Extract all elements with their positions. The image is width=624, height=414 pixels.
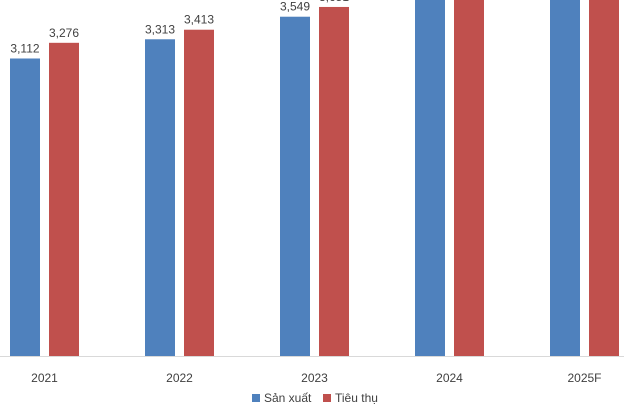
bar-san-xuat-2025F	[550, 0, 580, 357]
legend-swatch-san-xuat	[252, 394, 260, 402]
legend-swatch-tieu-thu	[323, 394, 331, 402]
data-label-tieu-thu-2022: 3,413	[184, 13, 214, 27]
legend-label-san-xuat: Sản xuất	[264, 391, 312, 405]
bar-tieu-thu-2023	[319, 6, 349, 357]
x-tick-label-2024: 2024	[436, 371, 463, 385]
bar-tieu-thu-2025F	[589, 0, 619, 356]
x-tick-label-2025F: 2025F	[567, 371, 601, 385]
x-tick-label-2023: 2023	[301, 371, 328, 385]
data-label-san-xuat-2023: 3,549	[280, 0, 310, 14]
bar-tieu-thu-2021	[49, 42, 79, 357]
bar-san-xuat-2021	[10, 58, 40, 357]
bar-san-xuat-2024	[415, 0, 445, 357]
legend: Sản xuất Tiêu thụ	[252, 391, 378, 405]
bar-san-xuat-2023	[280, 16, 310, 356]
bar-san-xuat-2022	[145, 39, 175, 357]
x-tick-label-2022: 2022	[166, 371, 193, 385]
bar-tieu-thu-2022	[184, 29, 214, 357]
bars-group	[10, 0, 619, 357]
legend-label-tieu-thu: Tiêu thụ	[335, 391, 378, 405]
data-label-tieu-thu-2021: 3,276	[49, 26, 79, 40]
data-label-tieu-thu-2023: 3,651	[319, 0, 349, 4]
bar-tieu-thu-2024	[454, 0, 484, 357]
x-tick-labels-group: 2021 2022 2023 2024 2025F	[31, 371, 601, 385]
data-label-san-xuat-2022: 3,313	[145, 22, 175, 36]
x-tick-label-2021: 2021	[31, 371, 58, 385]
data-labels-group: 3,1123,2763,3133,4133,5493,6513,7853,880…	[10, 0, 349, 55]
data-label-san-xuat-2021: 3,112	[10, 41, 39, 55]
